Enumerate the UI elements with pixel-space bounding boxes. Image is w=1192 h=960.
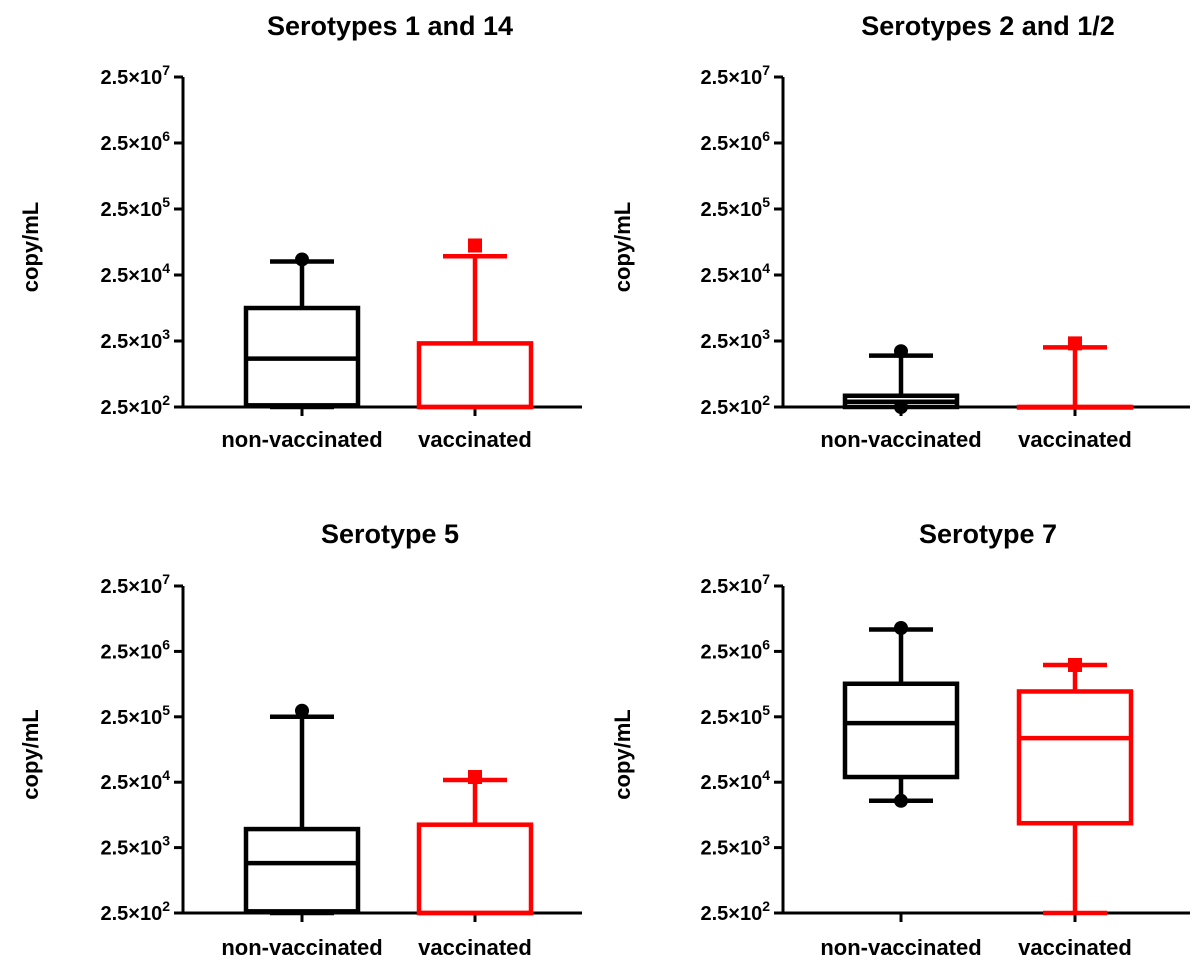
y-tick-label: 2.5×107 [700, 571, 770, 598]
x-category-label: vaccinated [418, 935, 532, 960]
box-iqr [416, 341, 534, 410]
y-axis-label: copy/mL [18, 202, 43, 292]
box-vaccinated [1016, 657, 1134, 916]
y-axis-label: copy/mL [18, 709, 43, 799]
y-axis-label: copy/mL [610, 709, 635, 799]
y-tick-label: 2.5×104 [700, 260, 770, 287]
outlier-point [894, 344, 908, 359]
y-tick-label: 2.5×103 [700, 326, 770, 353]
outlier-point [894, 400, 908, 414]
box-non-vaccinated [842, 344, 960, 414]
x-category-label: non-vaccinated [820, 935, 981, 960]
box-iqr [842, 681, 960, 780]
y-tick-label: 2.5×103 [100, 326, 170, 353]
outlier-point [894, 793, 908, 808]
y-tick-label: 2.5×103 [100, 833, 170, 860]
box-iqr [243, 826, 361, 914]
y-tick-label: 2.5×107 [700, 62, 770, 89]
y-tick-label: 2.5×102 [700, 898, 770, 925]
y-axis-label: copy/mL [610, 202, 635, 292]
y-tick-label: 2.5×105 [700, 702, 770, 729]
chart-title: Serotypes 1 and 14 [267, 11, 513, 41]
y-tick-label: 2.5×106 [700, 636, 770, 663]
x-category-label: non-vaccinated [820, 427, 981, 452]
y-tick-label: 2.5×104 [100, 260, 170, 287]
box-iqr [1016, 689, 1134, 826]
y-tick-label: 2.5×102 [100, 898, 170, 925]
y-tick-label: 2.5×106 [100, 128, 170, 155]
y-tick-label: 2.5×106 [700, 128, 770, 155]
y-tick-label: 2.5×104 [100, 767, 170, 794]
y-tick-label: 2.5×105 [100, 194, 170, 221]
box-vaccinated [416, 770, 534, 916]
chart-panel-3: Serotype 5 copy/mL 2.5×102 2.5×103 2.5×104 2.… [18, 519, 582, 960]
y-tick-label: 2.5×105 [100, 702, 170, 729]
y-tick-label: 2.5×102 [100, 392, 170, 419]
y-tick-label: 2.5×107 [100, 571, 170, 598]
outlier-point [468, 238, 482, 253]
outlier-point [1068, 336, 1082, 351]
outlier-point [295, 703, 309, 718]
outlier-point [1068, 657, 1082, 672]
x-category-label: non-vaccinated [221, 935, 382, 960]
x-category-label: vaccinated [1018, 427, 1132, 452]
x-category-label: vaccinated [1018, 935, 1132, 960]
x-category-label: vaccinated [418, 427, 532, 452]
y-tick-label: 2.5×106 [100, 636, 170, 663]
outlier-point [468, 770, 482, 785]
chart-title: Serotype 7 [919, 519, 1057, 549]
box-vaccinated [1016, 336, 1134, 410]
outlier-point [295, 252, 309, 267]
y-tick-label: 2.5×104 [700, 767, 770, 794]
x-category-label: non-vaccinated [221, 427, 382, 452]
box-non-vaccinated [243, 252, 361, 410]
box-non-vaccinated [842, 620, 960, 808]
chart-panel-2: Serotypes 2 and 1/2 copy/mL 2.5×102 2.5×103… [610, 11, 1190, 452]
box-vaccinated [416, 238, 534, 410]
y-tick-label: 2.5×103 [700, 833, 770, 860]
outlier-point [894, 620, 908, 635]
chart-title: Serotypes 2 and 1/2 [861, 11, 1115, 41]
y-tick-label: 2.5×105 [700, 194, 770, 221]
y-tick-label: 2.5×102 [700, 392, 770, 419]
chart-title: Serotype 5 [321, 519, 459, 549]
box-non-vaccinated [243, 703, 361, 916]
chart-panel-4: Serotype 7 copy/mL 2.5×102 2.5×103 2.5×104 2.… [610, 519, 1190, 960]
box-iqr [416, 822, 534, 916]
chart-panel-1: Serotypes 1 and 14 copy/mL 2.5×102 2.5×103 2… [18, 11, 582, 452]
y-tick-label: 2.5×107 [100, 62, 170, 89]
